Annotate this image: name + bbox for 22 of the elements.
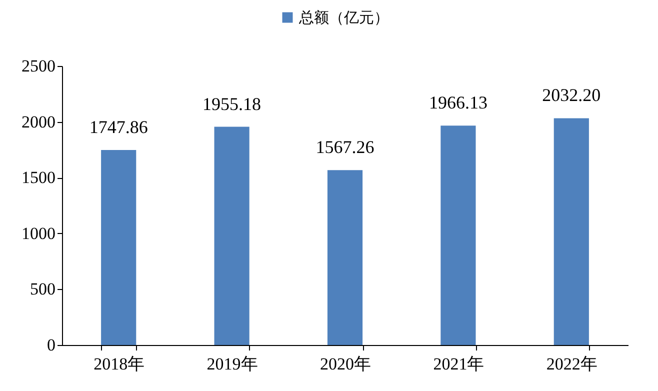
bar	[101, 150, 136, 345]
bar	[214, 126, 250, 345]
x-tick-label: 2019年	[206, 354, 258, 374]
data-label: 1747.86	[89, 116, 148, 137]
y-tick-label: 1500	[22, 168, 56, 188]
data-label: 2032.20	[542, 85, 601, 106]
y-tick-label: 2000	[22, 112, 56, 132]
bar	[327, 170, 363, 345]
y-tick-label: 0	[47, 336, 56, 354]
data-label: 1567.26	[316, 137, 374, 158]
data-label: 1966.13	[428, 92, 488, 113]
bar	[440, 126, 476, 345]
data-label: 1955.18	[202, 94, 262, 114]
legend-label: 总额（亿元）	[298, 8, 389, 26]
x-tick-label: 2021年	[433, 354, 484, 374]
y-tick-label: 500	[30, 280, 56, 299]
x-tick-label: 2020年	[320, 354, 371, 374]
x-tick-label: 2022年	[546, 354, 598, 374]
y-tick-label: 1000	[22, 224, 56, 243]
y-tick-label: 2500	[22, 56, 56, 76]
bar	[554, 118, 589, 345]
x-tick-label: 2018年	[94, 354, 145, 374]
